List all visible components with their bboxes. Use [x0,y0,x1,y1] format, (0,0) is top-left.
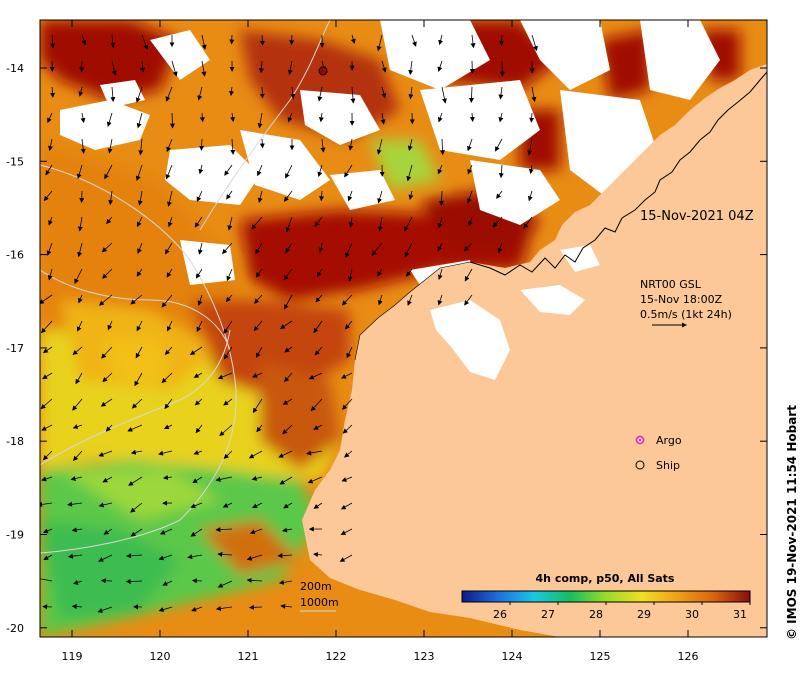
colorbar-tick-label: 30 [685,608,699,621]
longitude-tick-label: 119 [62,650,83,663]
longitude-tick-label: 125 [590,650,611,663]
longitude-tick-label: 122 [326,650,347,663]
argo-label: Argo [656,434,682,447]
latitude-tick-label: -19 [6,529,24,542]
longitude-tick-label: 124 [502,650,523,663]
current-vector [250,607,262,608]
current-product-label: NRT00 GSL [640,278,702,291]
latitude-tick-label: -18 [6,435,24,448]
colorbar-tick-label: 26 [493,608,507,621]
ship-position-marker [319,67,327,75]
current-vector [102,581,112,582]
plot-area [36,20,767,637]
colorbar [462,591,750,602]
vector-scale-label: 0.5m/s (1kt 24h) [640,308,732,321]
colorbar-tick-label: 31 [733,608,747,621]
ship-label: Ship [656,459,680,472]
current-vector [292,35,293,44]
colorbar-tick-label: 29 [637,608,651,621]
colorbar-tick-label: 28 [589,608,603,621]
current-vector [262,87,263,98]
latitude-tick-label: -16 [6,249,24,262]
current-vector [502,61,503,76]
frame-date-label: 15-Nov-2021 04Z [640,209,754,224]
longitude-tick-label: 126 [678,650,699,663]
longitude-tick-label: 121 [238,650,259,663]
latitude-tick-label: -15 [6,155,24,168]
current-time-label: 15-Nov 18:00Z [640,293,723,306]
longitude-tick-label: 123 [414,650,435,663]
latitude-tick-label: -14 [6,62,24,75]
contour-label-200: 200m [300,580,332,593]
colorbar-tick-label: 27 [541,608,555,621]
latitude-tick-label: -20 [6,622,24,635]
credit-label: © IMOS 19-Nov-2021 11:54 Hobart [785,405,799,640]
contour-label-1000: 1000m [300,596,339,609]
current-vector [193,581,202,582]
longitude-tick-label: 120 [150,650,171,663]
colorbar-title: 4h comp, p50, All Sats [536,572,675,585]
latitude-tick-label: -17 [6,342,24,355]
